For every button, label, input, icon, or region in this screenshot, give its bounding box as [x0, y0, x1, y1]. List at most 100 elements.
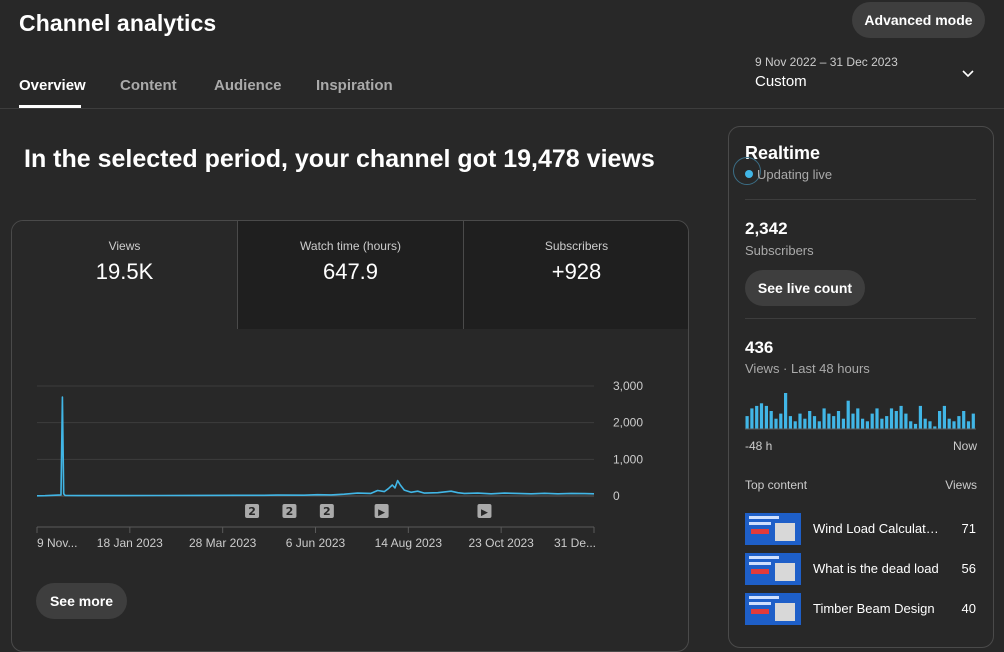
y-tick-label: 1,000: [613, 452, 643, 466]
active-tab-indicator: [19, 105, 81, 108]
realtime-bar: [971, 413, 975, 429]
top-content-item[interactable]: What is the dead load 56: [745, 553, 976, 585]
tab-inspiration[interactable]: Inspiration: [316, 77, 393, 94]
realtime-views-bar-chart[interactable]: [745, 385, 976, 431]
tab-content[interactable]: Content: [120, 77, 177, 94]
overview-chart-card: Views 19.5K Watch time (hours) 647.9 Sub…: [11, 220, 689, 652]
advanced-mode-button[interactable]: Advanced mode: [852, 2, 985, 38]
realtime-bar: [962, 411, 966, 429]
video-publish-marker[interactable]: 2: [245, 504, 260, 518]
x-tick-label: 14 Aug 2023: [375, 536, 443, 550]
realtime-bar: [784, 393, 788, 429]
metric-value: 19.5K: [95, 259, 154, 284]
x-tick-label: 23 Oct 2023: [468, 536, 534, 550]
realtime-bar: [812, 416, 817, 429]
marker-label: 2: [286, 505, 294, 518]
realtime-bar: [918, 405, 922, 429]
realtime-bar: [923, 418, 927, 429]
metric-tab-subscribers[interactable]: Subscribers +928: [464, 221, 688, 329]
metric-label: Subscribers: [544, 239, 609, 253]
top-content-label: Top content: [745, 478, 808, 492]
realtime-bar: [966, 421, 971, 429]
tab-audience[interactable]: Audience: [214, 77, 282, 94]
realtime-bar: [947, 418, 951, 429]
realtime-bar: [832, 416, 836, 429]
realtime-bar: [865, 421, 869, 429]
realtime-bar: [938, 411, 942, 429]
see-live-count-button[interactable]: See live count: [745, 270, 865, 306]
realtime-bar: [861, 418, 865, 429]
realtime-bar: [899, 405, 903, 429]
header-divider: [0, 108, 1004, 109]
video-publish-marker[interactable]: 2: [282, 504, 297, 518]
realtime-bar: [894, 411, 898, 429]
metric-tab-views[interactable]: Views 19.5K: [12, 221, 237, 329]
tab-overview[interactable]: Overview: [19, 77, 86, 94]
realtime-bar: [957, 416, 961, 429]
page-title: Channel analytics: [19, 10, 217, 36]
realtime-card: Realtime Updating live 2,342 Subscribers…: [728, 126, 994, 648]
views-line-chart[interactable]: 0 1,000 2,000 3,000 9 Nov... 18 Jan 2023 28 Ma…: [12, 361, 688, 561]
video-title: Timber Beam Design: [813, 601, 935, 616]
realtime-bar: [880, 418, 884, 429]
metric-value: 647.9: [322, 259, 379, 284]
chevron-down-icon[interactable]: [960, 66, 976, 82]
realtime-bar: [928, 421, 932, 429]
realtime-bar: [846, 400, 850, 429]
video-thumbnail: [745, 553, 801, 585]
realtime-bar: [764, 405, 768, 429]
y-tick-label: 3,000: [613, 379, 643, 393]
x-tick-label: 31 De...: [554, 536, 596, 550]
video-publish-marker[interactable]: ▶: [374, 504, 389, 518]
realtime-bar: [817, 421, 821, 429]
top-content-item[interactable]: Wind Load Calculation 71: [745, 513, 976, 545]
realtime-bar: [769, 411, 773, 429]
date-preset-select[interactable]: Custom: [755, 73, 807, 90]
marker-label: 2: [323, 505, 331, 518]
video-publish-marker[interactable]: 2: [319, 504, 334, 518]
date-range-text[interactable]: 9 Nov 2022 – 31 Dec 2023: [755, 55, 898, 69]
metric-divider: [463, 221, 464, 329]
video-publish-marker[interactable]: ▶: [477, 504, 492, 518]
divider: [745, 318, 976, 319]
realtime-bar: [808, 411, 812, 429]
period-headline: In the selected period, your channel got…: [24, 145, 655, 173]
metric-tab-watch-time[interactable]: Watch time (hours) 647.9: [238, 221, 463, 329]
live-dot-icon: [745, 170, 753, 178]
y-tick-label: 0: [613, 489, 620, 503]
realtime-bar: [803, 418, 807, 429]
video-title: What is the dead load: [813, 561, 939, 576]
marker-label: 2: [248, 505, 256, 518]
metric-value: +928: [551, 259, 602, 284]
realtime-title: Realtime: [745, 143, 821, 163]
video-views: 71: [961, 521, 976, 536]
y-tick-label: 2,000: [613, 416, 643, 430]
marker-label: ▶: [481, 508, 488, 518]
realtime-bar: [745, 416, 749, 429]
realtime-bar: [798, 413, 802, 429]
realtime-bar: [851, 413, 855, 429]
realtime-bar: [942, 405, 946, 429]
live-pulse-ring-icon: [733, 157, 761, 185]
realtime-views-value: 436: [745, 338, 774, 357]
video-views: 40: [961, 601, 976, 616]
realtime-bar: [909, 421, 913, 429]
realtime-status: Updating live: [757, 167, 833, 182]
divider: [745, 199, 976, 200]
realtime-bar: [870, 413, 874, 429]
video-title: Wind Load Calculation: [813, 521, 941, 536]
realtime-views-label: Views · Last 48 hours: [745, 361, 870, 376]
video-thumbnail: [745, 513, 801, 545]
x-tick-label: 18 Jan 2023: [97, 536, 163, 550]
marker-box: [374, 504, 389, 518]
marker-box: [282, 504, 297, 518]
x-tick-label: 6 Jun 2023: [286, 536, 346, 550]
see-more-button[interactable]: See more: [36, 583, 127, 619]
top-content-item[interactable]: Timber Beam Design 40: [745, 593, 976, 625]
metric-divider: [237, 221, 238, 329]
marker-box: [477, 504, 492, 518]
realtime-bar: [836, 411, 841, 429]
marker-label: ▶: [378, 508, 385, 518]
metric-label: Watch time (hours): [300, 239, 401, 253]
video-thumbnail: [745, 593, 801, 625]
